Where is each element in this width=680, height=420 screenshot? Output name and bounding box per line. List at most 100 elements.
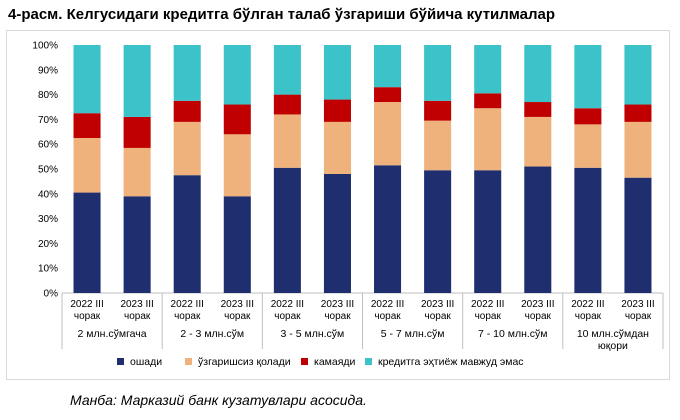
bar-segment-1-2-1 xyxy=(123,196,151,293)
bar-segment-1-1-1 xyxy=(73,192,101,293)
y-tick-label: 20% xyxy=(38,239,58,250)
x-tick-year: 2022 III xyxy=(471,299,504,310)
bar-segment-5-2-2 xyxy=(524,116,552,167)
bar-segment-4-1-2 xyxy=(374,102,402,166)
bar-segment-1-1-2 xyxy=(73,138,101,193)
bar-segment-1-1-3 xyxy=(73,113,101,138)
x-tick-year: 2023 III xyxy=(421,299,454,310)
x-tick-quarter: чорак xyxy=(424,311,451,322)
y-tick-label: 90% xyxy=(38,65,58,76)
bar-segment-3-2-3 xyxy=(323,99,351,122)
x-tick-quarter: чорак xyxy=(74,311,101,322)
legend-swatch-2 xyxy=(185,358,192,365)
x-tick-quarter: чорак xyxy=(174,311,201,322)
bar-segment-5-1-2 xyxy=(474,108,502,171)
x-tick-year: 2022 III xyxy=(571,299,604,310)
bar-segment-1-2-2 xyxy=(123,147,151,197)
bar-segment-6-2-2 xyxy=(624,121,652,178)
legend-swatch-4 xyxy=(365,358,372,365)
group-label: 10 млн.сўмдан xyxy=(577,328,649,340)
group-label: 3 - 5 млн.сўм xyxy=(281,328,345,340)
x-tick-quarter: чорак xyxy=(324,311,351,322)
legend-label-3: камаяди xyxy=(314,356,356,368)
group-label: 2 - 3 млн.сўм xyxy=(180,328,244,340)
y-tick-label: 50% xyxy=(38,165,58,176)
bar-segment-1-1-4 xyxy=(73,45,101,114)
bar-segment-6-1-2 xyxy=(574,124,602,168)
source-note: Манба: Марказий банк кузатувлари асосида… xyxy=(70,392,367,408)
bar-segment-6-1-4 xyxy=(574,45,602,109)
bar-segment-4-1-4 xyxy=(374,45,402,88)
bar-segment-3-1-1 xyxy=(273,167,301,293)
group-label: 5 - 7 млн.сўм xyxy=(381,328,445,340)
x-tick-quarter: чорак xyxy=(575,311,602,322)
x-tick-quarter: чорак xyxy=(374,311,401,322)
x-tick-quarter: чорак xyxy=(224,311,251,322)
y-tick-label: 60% xyxy=(38,140,58,151)
group-label: 7 - 10 млн.сўм xyxy=(478,328,548,340)
bar-segment-4-2-1 xyxy=(424,170,452,293)
legend-label-2: ўзгаришсиз қолади xyxy=(198,356,291,368)
chart-title: 4-расм. Келгусидаги кредитга бўлган тала… xyxy=(8,6,556,23)
group-label: 2 млн.сўмгача xyxy=(78,328,147,340)
bar-segment-3-2-2 xyxy=(323,121,351,174)
bar-segment-5-2-1 xyxy=(524,166,552,293)
bar-segment-2-1-4 xyxy=(173,45,201,101)
bar-segment-5-2-3 xyxy=(524,102,552,117)
x-tick-year: 2022 III xyxy=(171,299,204,310)
bar-segment-1-2-3 xyxy=(123,116,151,148)
x-tick-year: 2022 III xyxy=(271,299,304,310)
bar-segment-3-1-4 xyxy=(273,45,301,95)
y-tick-label: 10% xyxy=(38,264,58,275)
stacked-bar-chart: 0% 10% 20% 30% 40% 50% 60% 70% 80% 90% 100% 2022 II… xyxy=(32,41,664,368)
chart-frame: 0% 10% 20% 30% 40% 50% 60% 70% 80% 90% 100% 2022 II… xyxy=(6,30,670,380)
x-tick-year: 2022 III xyxy=(371,299,404,310)
bar-segment-4-2-4 xyxy=(424,45,452,101)
bar-segment-2-1-3 xyxy=(173,100,201,122)
bar-segment-6-2-1 xyxy=(624,177,652,293)
y-tick-label: 100% xyxy=(32,41,58,52)
y-tick-label: 30% xyxy=(38,214,58,225)
bar-segment-3-1-3 xyxy=(273,94,301,115)
x-tick-year: 2023 III xyxy=(621,299,654,310)
legend-swatch-1 xyxy=(117,358,124,365)
x-tick-year: 2023 III xyxy=(321,299,354,310)
bar-segment-4-1-1 xyxy=(374,165,402,293)
bar-segment-2-1-2 xyxy=(173,121,201,176)
bar-segment-4-2-2 xyxy=(424,120,452,171)
y-tick-label: 0% xyxy=(44,289,59,300)
y-tick-label: 80% xyxy=(38,90,58,101)
bar-segment-4-2-3 xyxy=(424,100,452,121)
bar-segment-4-1-3 xyxy=(374,87,402,103)
bar-segment-3-2-4 xyxy=(323,45,351,100)
bar-segment-2-2-1 xyxy=(223,196,251,293)
group-label: юқори xyxy=(598,340,628,352)
y-tick-label: 70% xyxy=(38,115,58,126)
bar-segment-6-2-3 xyxy=(624,104,652,122)
bar-segment-2-2-4 xyxy=(223,45,251,105)
bar-segment-2-1-1 xyxy=(173,175,201,293)
bar-segment-5-1-3 xyxy=(474,93,502,109)
bar-segment-2-2-3 xyxy=(223,104,251,135)
x-tick-quarter: чорак xyxy=(525,311,552,322)
bar-segment-2-2-2 xyxy=(223,134,251,197)
y-tick-label: 40% xyxy=(38,189,58,200)
x-tick-year: 2023 III xyxy=(120,299,153,310)
bar-segment-1-2-4 xyxy=(123,45,151,117)
x-tick-quarter: чорак xyxy=(274,311,301,322)
x-tick-quarter: чорак xyxy=(124,311,151,322)
x-tick-year: 2023 III xyxy=(521,299,554,310)
bar-segment-6-2-4 xyxy=(624,45,652,105)
legend-label-1: ошади xyxy=(130,356,162,368)
x-tick-quarter: чорак xyxy=(475,311,502,322)
x-tick-year: 2022 III xyxy=(70,299,103,310)
bar-segment-3-1-2 xyxy=(273,114,301,168)
bar-segment-6-1-1 xyxy=(574,167,602,293)
x-tick-quarter: чорак xyxy=(625,311,652,322)
bar-segment-5-1-4 xyxy=(474,45,502,94)
x-tick-year: 2023 III xyxy=(221,299,254,310)
bar-segment-5-2-4 xyxy=(524,45,552,103)
bar-segment-5-1-1 xyxy=(474,170,502,293)
legend-swatch-3 xyxy=(301,358,308,365)
bar-segment-6-1-3 xyxy=(574,108,602,125)
